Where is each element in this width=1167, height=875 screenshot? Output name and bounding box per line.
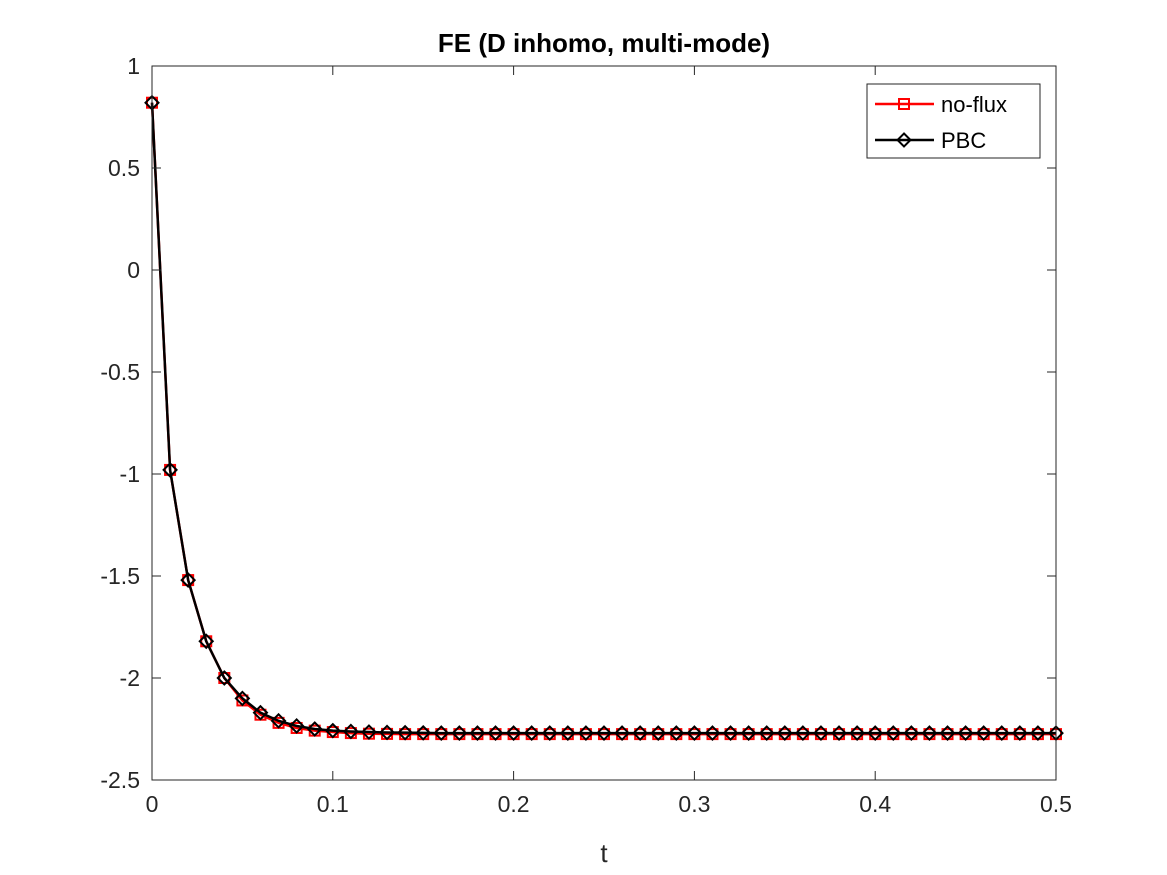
data-point [975, 725, 992, 741]
axes-frame [151, 65, 1057, 781]
series-pbc [144, 94, 1064, 741]
data-point [433, 725, 450, 741]
data-point [903, 725, 920, 741]
data-point [216, 670, 233, 686]
data-point [200, 635, 213, 648]
data-point [487, 725, 504, 741]
data-point [831, 725, 847, 741]
data-point [379, 724, 395, 741]
data-point [523, 725, 540, 741]
legend-entry: PBC [875, 128, 986, 153]
data-point [218, 672, 231, 684]
data-point [758, 725, 775, 741]
chart-title: FE (D inhomo, multi-mode) [438, 28, 770, 58]
data-point [776, 725, 793, 741]
legend-marker [898, 98, 910, 110]
data-point [794, 725, 811, 741]
legend-label: PBC [941, 128, 986, 153]
legend-box [866, 83, 1041, 159]
data-point [397, 724, 414, 741]
axes: 0 0.1 0.2 0.3 0.4 0.5 1 0.5 0 -0.5 -1 -1.5 -2 -2.5 [100, 53, 1072, 817]
data-point [722, 725, 739, 741]
data-point [921, 725, 938, 741]
x-tick-label: 0.3 [678, 791, 710, 817]
y-tick-label: 0 [127, 257, 140, 283]
data-point [813, 725, 829, 741]
data-point [740, 725, 757, 741]
data-point [451, 725, 468, 741]
y-tick-label: -1.5 [100, 563, 140, 589]
data-point [957, 725, 974, 741]
data-point [342, 723, 359, 740]
data-point [578, 725, 594, 741]
legend: no-flux PBC [866, 83, 1041, 159]
data-point [686, 725, 703, 741]
data-point [306, 721, 323, 737]
data-point [614, 725, 630, 741]
y-tick-label: -1 [120, 461, 140, 487]
data-point [234, 690, 251, 707]
data-point [704, 725, 721, 741]
data-point [668, 725, 685, 741]
x-tick-label: 0.4 [859, 791, 891, 817]
y-tick-label: 1 [127, 53, 140, 79]
x-tick-label: 0.2 [498, 791, 530, 817]
data-point [559, 725, 576, 741]
x-tick-label: 0.1 [317, 791, 349, 817]
data-point [1030, 725, 1046, 741]
x-axis-label: t [600, 838, 608, 868]
y-tick-label: -2.5 [100, 767, 140, 793]
series-layer [144, 94, 1064, 741]
data-point [324, 722, 341, 739]
data-point [993, 725, 1010, 741]
y-tick-label: -2 [120, 665, 140, 691]
data-point [252, 704, 269, 721]
data-point [632, 725, 649, 741]
data-point [270, 712, 287, 729]
y-tick-label: -0.5 [100, 359, 140, 385]
data-point [885, 725, 902, 741]
data-point [650, 725, 667, 741]
data-point [939, 725, 956, 741]
legend-entry: no-flux [875, 92, 1007, 117]
data-point [849, 725, 866, 741]
data-point [288, 718, 305, 734]
data-point [415, 724, 432, 741]
legend-label: no-flux [941, 92, 1007, 117]
data-point [596, 725, 612, 741]
data-point [1011, 725, 1028, 741]
x-tick-label: 0.5 [1040, 791, 1072, 817]
data-point [469, 725, 486, 741]
data-point [541, 725, 558, 741]
data-point [505, 725, 522, 741]
data-point [867, 725, 884, 741]
data-point [361, 724, 377, 740]
plot-area [152, 66, 1056, 780]
x-tick-label: 0 [146, 791, 159, 817]
data-point [180, 572, 197, 588]
legend-marker [896, 132, 912, 148]
data-point [162, 462, 178, 478]
y-tick-label: 0.5 [108, 155, 140, 181]
data-point [198, 633, 215, 650]
